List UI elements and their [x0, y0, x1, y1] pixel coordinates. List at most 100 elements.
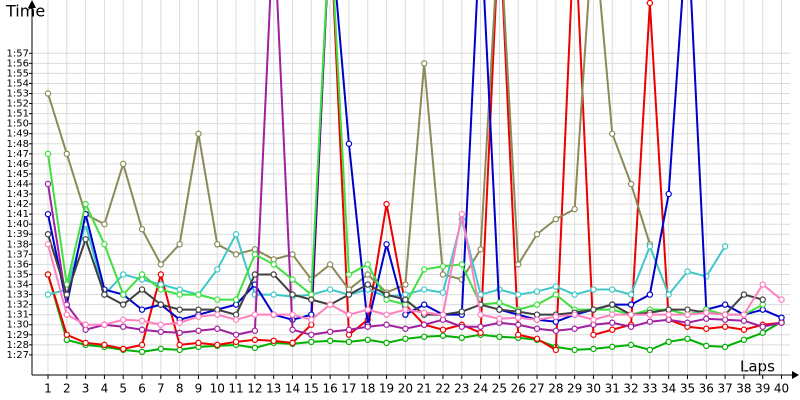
data-point — [214, 296, 221, 303]
data-point — [477, 291, 484, 298]
data-point — [477, 246, 484, 253]
data-point — [251, 336, 259, 344]
data-point — [157, 281, 165, 288]
data-point — [383, 200, 390, 208]
data-point — [270, 337, 277, 345]
data-point — [44, 241, 52, 248]
data-point — [176, 286, 183, 293]
data-point — [759, 306, 766, 313]
data-point — [609, 326, 616, 333]
data-point — [383, 339, 390, 347]
data-point — [364, 323, 371, 330]
data-point — [665, 338, 672, 346]
y-tick-label: 1:44 — [7, 179, 29, 190]
data-point — [195, 130, 202, 137]
data-point — [627, 323, 635, 330]
data-point — [533, 311, 541, 318]
data-point — [439, 316, 447, 323]
y-tick-label: 1:33 — [7, 290, 29, 301]
data-point — [44, 271, 52, 278]
data-point — [308, 338, 315, 346]
data-point — [552, 318, 560, 325]
data-point — [740, 291, 748, 298]
series-line — [46, 0, 782, 336]
x-tick-label: 14 — [285, 382, 300, 396]
data-point — [571, 311, 578, 318]
data-point — [44, 210, 52, 218]
data-point — [251, 271, 259, 278]
data-point — [703, 309, 710, 316]
data-point — [345, 326, 353, 333]
data-point — [721, 316, 729, 323]
series-line — [47, 0, 782, 325]
data-point — [383, 321, 390, 328]
y-tick-label: 1:48 — [7, 139, 29, 150]
data-point — [402, 301, 409, 308]
data-point — [157, 328, 165, 335]
data-point — [684, 319, 691, 326]
data-point — [552, 327, 560, 334]
data-point — [684, 335, 691, 343]
data-point — [402, 296, 409, 303]
data-point — [439, 263, 447, 270]
data-point — [684, 268, 691, 275]
data-point — [157, 261, 165, 268]
data-point — [345, 311, 353, 318]
data-point — [157, 345, 165, 353]
data-point — [496, 315, 503, 322]
data-point — [63, 311, 70, 318]
x-tick-label: 29 — [567, 382, 582, 396]
y-tick-label: 1:46 — [7, 159, 29, 170]
data-point — [101, 291, 108, 298]
x-tick-label: 22 — [435, 382, 450, 396]
data-point — [383, 296, 390, 303]
data-point — [251, 344, 259, 352]
data-point — [533, 288, 541, 295]
series-line — [47, 0, 782, 352]
data-point — [120, 301, 127, 308]
y-tick-label: 1:28 — [7, 340, 29, 351]
data-point — [665, 316, 672, 323]
data-point — [176, 346, 183, 354]
data-point — [420, 286, 428, 293]
data-point — [82, 326, 89, 333]
data-point — [646, 311, 654, 318]
data-point — [609, 301, 616, 308]
x-tick-label: 26 — [511, 382, 526, 396]
x-tick-label: 32 — [623, 382, 638, 396]
data-point — [721, 311, 729, 318]
data-point — [326, 301, 334, 308]
data-point — [496, 306, 503, 313]
x-tick-label: 18 — [360, 382, 375, 396]
y-tick-label: 1:29 — [7, 330, 29, 341]
data-point — [120, 323, 127, 330]
data-point — [420, 301, 428, 308]
data-point — [759, 281, 766, 288]
data-point — [364, 271, 371, 278]
data-point — [552, 283, 560, 290]
x-tick-label: 12 — [247, 382, 262, 396]
data-point — [439, 289, 447, 296]
x-axis-label: Laps — [740, 358, 775, 376]
data-point — [420, 321, 428, 328]
data-point — [345, 338, 353, 346]
data-point — [308, 331, 315, 338]
data-point — [515, 291, 522, 298]
data-point — [458, 261, 465, 268]
data-point — [533, 231, 541, 238]
data-point — [44, 231, 52, 238]
x-tick-label: 19 — [379, 382, 394, 396]
data-point — [402, 311, 409, 318]
data-point — [120, 160, 127, 168]
data-point — [740, 311, 748, 318]
data-point — [515, 314, 522, 321]
data-point — [214, 306, 221, 313]
y-tick-label: 1:27 — [7, 350, 29, 361]
data-point — [703, 325, 710, 332]
data-point — [665, 291, 672, 298]
data-point — [533, 325, 541, 332]
y-tick-label: 1:57 — [7, 48, 29, 59]
data-point — [364, 281, 371, 288]
data-point — [345, 286, 353, 293]
data-point — [740, 317, 748, 324]
